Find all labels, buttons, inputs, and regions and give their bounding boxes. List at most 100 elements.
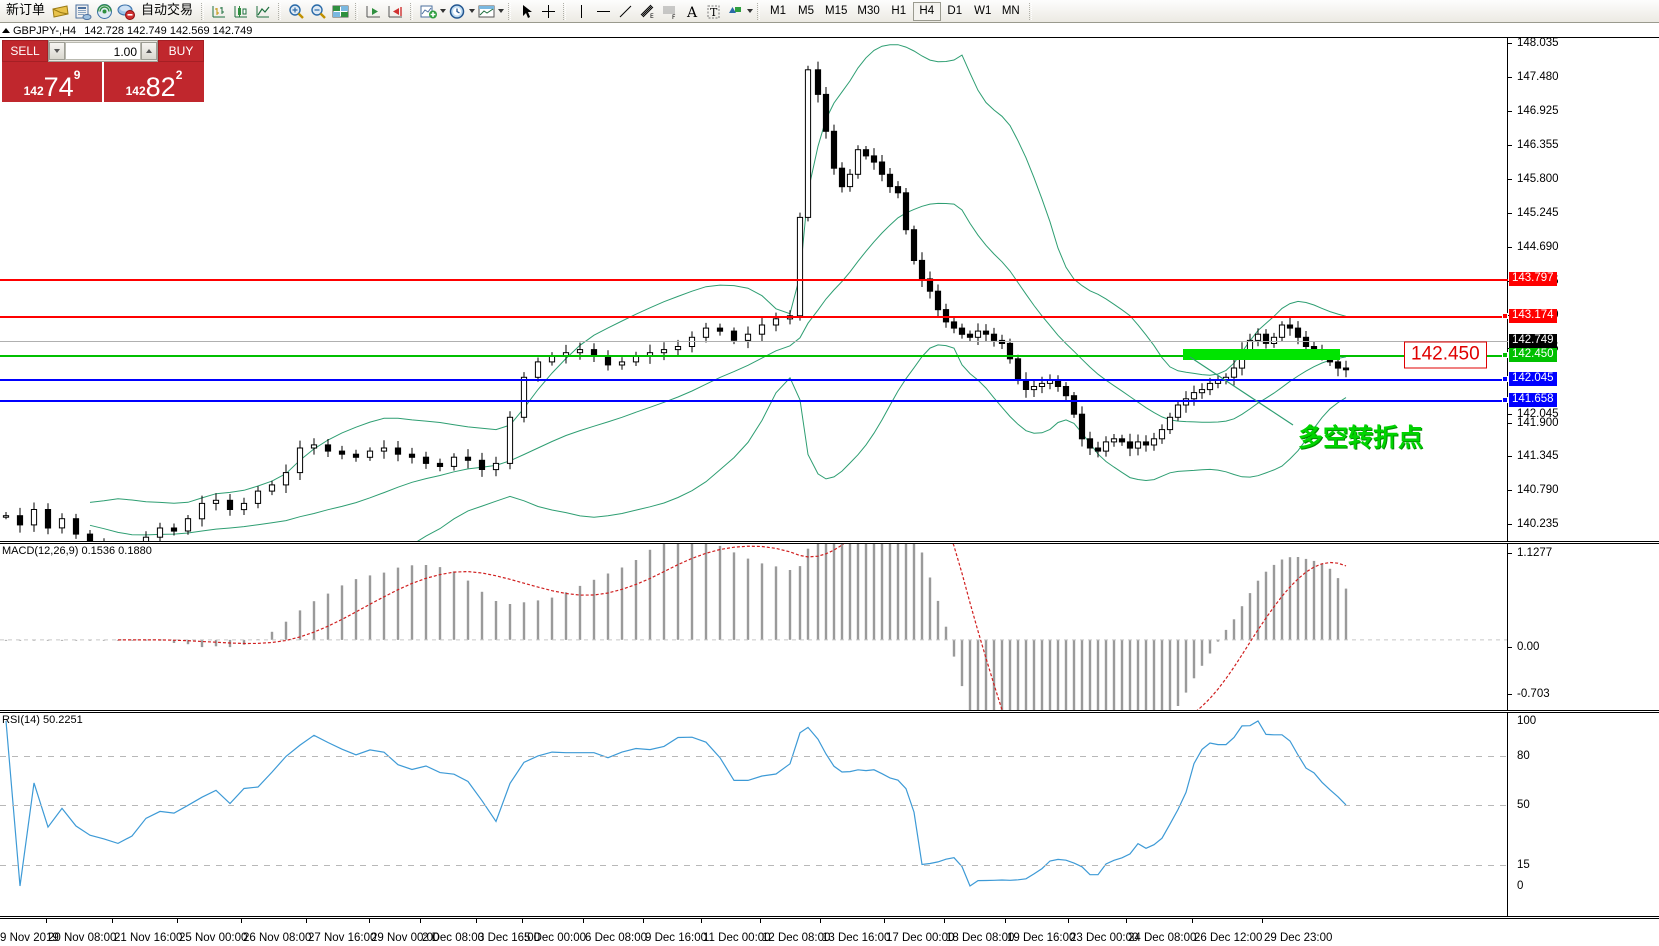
candle-body-bearish (1294, 327, 1302, 338)
macd-histogram-bar (704, 544, 708, 640)
axis-tick (1508, 490, 1512, 491)
rsi-grid-line (0, 805, 1507, 806)
sell-price-prefix: 142 (23, 84, 44, 98)
text-icon[interactable]: A (680, 1, 702, 22)
envelope-icon[interactable] (49, 1, 71, 22)
candle-body-bearish (226, 499, 234, 510)
text-label-icon[interactable]: T (702, 1, 724, 22)
time-axis-label: 13 Dec 16:00 (822, 932, 891, 944)
time-axis-tick (1262, 919, 1263, 923)
line-chart-icon[interactable] (252, 1, 274, 22)
candle-body-bearish (966, 333, 974, 338)
trendline-icon[interactable] (614, 1, 636, 22)
macd-histogram-bar (984, 639, 988, 710)
chart-shift-icon[interactable] (384, 1, 406, 22)
candlestick-chart-icon[interactable] (230, 1, 252, 22)
candle-body-bullish (254, 490, 262, 504)
candle-body-bullish (1158, 429, 1166, 440)
price-axis-label: 145.245 (1517, 207, 1559, 219)
time-axis-label: 27 Nov 16:00 (308, 932, 377, 944)
svg-text:T: T (710, 6, 718, 19)
bar-chart-icon[interactable] (208, 1, 230, 22)
rsi-axis[interactable]: 100 80 50 15 0 (1507, 713, 1659, 916)
timeframe-h4[interactable]: H4 (912, 1, 941, 21)
chevron-down-icon[interactable] (747, 9, 754, 13)
horizontal-line-icon[interactable] (592, 1, 614, 22)
macd-histogram-bar (172, 639, 176, 643)
volume-decrement-button[interactable] (49, 42, 65, 60)
time-axis-tick (420, 919, 421, 923)
timeframe-h1[interactable]: H1 (891, 5, 907, 17)
period-icon[interactable] (446, 1, 468, 22)
autotrading-button[interactable]: 自动交易 (141, 3, 194, 18)
toolbar-separator (1028, 2, 1032, 20)
chevron-down-icon[interactable] (498, 9, 505, 13)
macd-histogram-bar (284, 621, 288, 640)
zoom-out-icon[interactable] (307, 1, 329, 22)
grid-icon[interactable] (329, 1, 351, 22)
candle-body-bullish (618, 361, 626, 366)
timeframe-m15[interactable]: M15 (825, 5, 848, 17)
timeframe-d1[interactable]: D1 (947, 5, 963, 17)
price-plot-area[interactable] (0, 38, 1507, 541)
timeframe-w1[interactable]: W1 (974, 5, 992, 17)
auto-scroll-icon[interactable] (362, 1, 384, 22)
time-axis[interactable]: 9 Nov 2019 20 Nov 08:00 21 Nov 16:00 25 Nov… (0, 918, 1659, 946)
macd-histogram-bar (396, 567, 400, 640)
macd-histogram-bar (1216, 639, 1220, 642)
templates-icon[interactable] (475, 1, 497, 22)
buy-price-display[interactable]: 142 82 2 (104, 62, 204, 102)
buy-button[interactable]: BUY (158, 40, 204, 62)
svg-text:E: E (650, 13, 654, 20)
candle-body-bearish (436, 462, 444, 467)
timeframe-m1[interactable]: M1 (770, 5, 787, 17)
signal-icon[interactable] (93, 1, 115, 22)
candle-body-bearish (422, 456, 430, 464)
indicators-icon[interactable] (417, 1, 439, 22)
candle-body-bearish (590, 349, 598, 357)
expert-advisor-icon[interactable] (115, 1, 137, 22)
rsi-plot-area[interactable] (0, 713, 1507, 916)
macd-histogram-bar (774, 566, 778, 640)
axis-tick (1508, 348, 1512, 349)
time-axis-label: 9 Nov 2019 (0, 932, 59, 944)
shapes-icon[interactable] (724, 1, 746, 22)
chevron-down-icon[interactable] (469, 9, 476, 13)
equidistant-channel-icon[interactable]: E (636, 1, 658, 22)
sell-price-display[interactable]: 142 74 9 (2, 62, 102, 102)
chevron-down-icon[interactable] (440, 9, 447, 13)
macd-histogram-bar (662, 544, 666, 640)
candle-body-bearish (1302, 336, 1310, 347)
macd-axis[interactable]: 1.1277 0.00 -0.703 (1507, 544, 1659, 710)
new-order-button[interactable]: 新订单 (6, 3, 46, 18)
news-icon[interactable] (71, 1, 93, 22)
symbol-label: GBPJPY-,H4 (13, 24, 77, 37)
timeframe-m30[interactable]: M30 (857, 5, 880, 17)
candle-body-bullish (2, 515, 10, 518)
volume-input[interactable]: 1.00 (65, 42, 141, 60)
volume-stepper[interactable]: 1.00 (48, 40, 158, 62)
price-chart-pane: 148.035 147.480 146.925 146.355 145.800 145.2… (0, 37, 1659, 597)
candle-body-bearish (464, 456, 472, 461)
price-axis[interactable]: 148.035 147.480 146.925 146.355 145.800 145.2… (1507, 37, 1659, 597)
macd-plot-area[interactable] (0, 544, 1507, 710)
rsi-axis-label: 0 (1517, 880, 1524, 892)
sell-button[interactable]: SELL (2, 40, 48, 62)
cursor-icon[interactable] (515, 1, 537, 22)
macd-histogram-bar (944, 626, 948, 640)
macd-histogram-bar (1152, 639, 1156, 710)
volume-increment-button[interactable] (141, 42, 157, 60)
zoom-in-icon[interactable] (285, 1, 307, 22)
fibonacci-icon[interactable]: F (658, 1, 680, 22)
time-axis-tick (1192, 919, 1193, 923)
timeframe-m5[interactable]: M5 (798, 5, 815, 17)
candle-body-bearish (1342, 367, 1350, 371)
candle-body-bullish (380, 447, 388, 452)
crosshair-icon[interactable] (537, 1, 559, 22)
macd-indicator-label: MACD(12,26,9) 0.1536 0.1880 (2, 545, 152, 557)
candle-body-bearish (838, 167, 846, 188)
timeframe-mn[interactable]: MN (1001, 5, 1020, 17)
macd-histogram-bar (1168, 639, 1172, 710)
vertical-line-icon[interactable] (570, 1, 592, 22)
candle-body-bullish (576, 349, 584, 354)
